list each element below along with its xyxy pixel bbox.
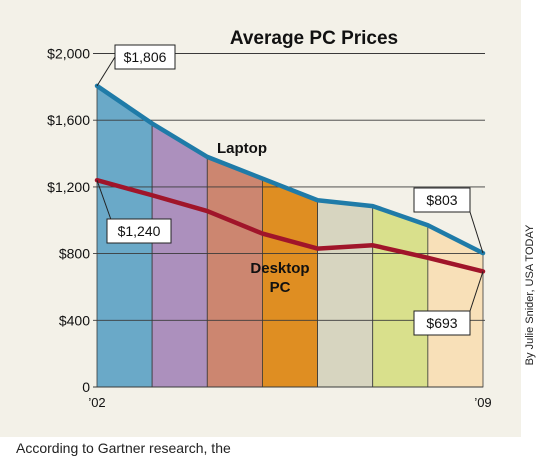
callout-box-4 xyxy=(413,310,471,336)
area-band-2007 xyxy=(372,205,429,388)
y-tick-label-0: 0 xyxy=(82,379,90,395)
series-label-laptop: Laptop xyxy=(217,140,267,157)
credit-text: By Julie Snider, USA TODAY xyxy=(524,224,536,366)
chart-title: Average PC Prices xyxy=(230,28,398,49)
callout-pointer-3 xyxy=(469,211,484,254)
callout-pointer-1 xyxy=(96,56,116,87)
caption-text: According to Gartner research, the xyxy=(16,440,231,456)
callout-pointer-4 xyxy=(469,271,484,312)
x-tick-label-last: ’09 xyxy=(474,395,491,410)
area-band-2003 xyxy=(151,122,208,388)
callout-box-3 xyxy=(413,187,471,213)
callout-box-1 xyxy=(114,44,176,70)
y-tick-label-400: $400 xyxy=(59,312,90,328)
chart-svg: Average PC Prices 0 $400 $800 $1,200 $1,600 $… xyxy=(47,28,492,410)
series-line-laptop xyxy=(94,83,486,256)
series-line-desktop xyxy=(94,177,486,274)
callout-label-4: $693 xyxy=(426,315,457,331)
callout-label-3: $803 xyxy=(426,192,457,208)
series-label-desktop-line2: PC xyxy=(270,279,291,296)
chart-panel: Average PC Prices 0 $400 $800 $1,200 $1,600 $… xyxy=(0,0,521,437)
x-tick-label-first: ’02 xyxy=(88,395,105,410)
callout-box-2 xyxy=(106,218,172,244)
callout-label-1: $1,806 xyxy=(124,49,167,65)
credit-line: By Julie Snider, USA TODAY xyxy=(523,150,537,440)
y-tick-label-1600: $1,600 xyxy=(47,112,90,128)
y-tick-label-800: $800 xyxy=(59,246,90,262)
y-tick-label-1200: $1,200 xyxy=(47,179,90,195)
callout-label-2: $1,240 xyxy=(118,223,161,239)
area-band-2006 xyxy=(317,199,374,388)
y-tick-label-2000: $2,000 xyxy=(47,46,90,62)
series-label-desktop-line1: Desktop xyxy=(250,260,309,277)
